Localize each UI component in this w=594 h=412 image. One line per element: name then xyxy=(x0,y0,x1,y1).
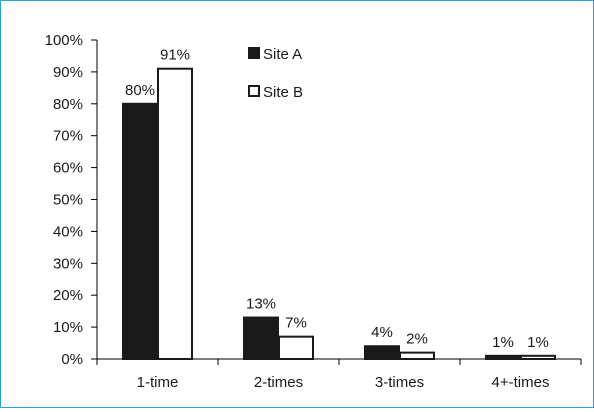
x-tick-label: 4+-times xyxy=(492,374,550,391)
bar-site-a xyxy=(364,345,400,360)
legend: Site A Site B xyxy=(248,46,303,101)
legend-swatch xyxy=(248,47,260,59)
bar-site-a xyxy=(122,102,158,360)
y-tick-label: 0% xyxy=(61,351,83,368)
legend-label: Site B xyxy=(263,84,303,101)
bars xyxy=(122,67,556,361)
bar-site-a xyxy=(485,354,521,360)
data-label: 13% xyxy=(246,296,276,313)
y-tick-label: 10% xyxy=(53,319,83,336)
y-tick-label: 50% xyxy=(53,192,83,209)
y-tick-label: 20% xyxy=(53,287,83,304)
y-tick-label: 90% xyxy=(53,64,83,81)
bar-site-b xyxy=(399,351,435,360)
bar-site-b xyxy=(278,335,314,361)
data-label: 1% xyxy=(492,334,514,351)
bar-site-a xyxy=(243,316,279,360)
data-label: 1% xyxy=(527,334,549,351)
y-tick-label: 70% xyxy=(53,128,83,145)
data-label: 7% xyxy=(285,315,307,332)
x-axis: 1-time 2-times 3-times 4+-times xyxy=(96,358,582,391)
bar-site-b xyxy=(157,67,193,361)
y-tick-label: 30% xyxy=(53,255,83,272)
data-label: 4% xyxy=(371,324,393,341)
data-label: 80% xyxy=(125,82,155,99)
y-tick-label: 80% xyxy=(53,96,83,113)
y-tick-label: 60% xyxy=(53,160,83,177)
data-labels: 80% 13% 4% 1% 91% 7% 2% 1% xyxy=(125,47,549,351)
bar-site-b xyxy=(520,354,556,360)
x-tick-label: 1-time xyxy=(137,374,179,391)
x-tick-label: 3-times xyxy=(375,374,424,391)
data-label: 91% xyxy=(160,47,190,64)
y-axis: 0% 10% 20% 30% 40% 50% 60% 70% 80% 90% 100% xyxy=(45,32,98,368)
legend-label: Site A xyxy=(263,46,302,63)
y-tick-label: 40% xyxy=(53,223,83,240)
data-label: 2% xyxy=(406,331,428,348)
x-tick-label: 2-times xyxy=(254,374,303,391)
legend-swatch xyxy=(248,85,260,97)
y-tick-label: 100% xyxy=(45,32,83,49)
